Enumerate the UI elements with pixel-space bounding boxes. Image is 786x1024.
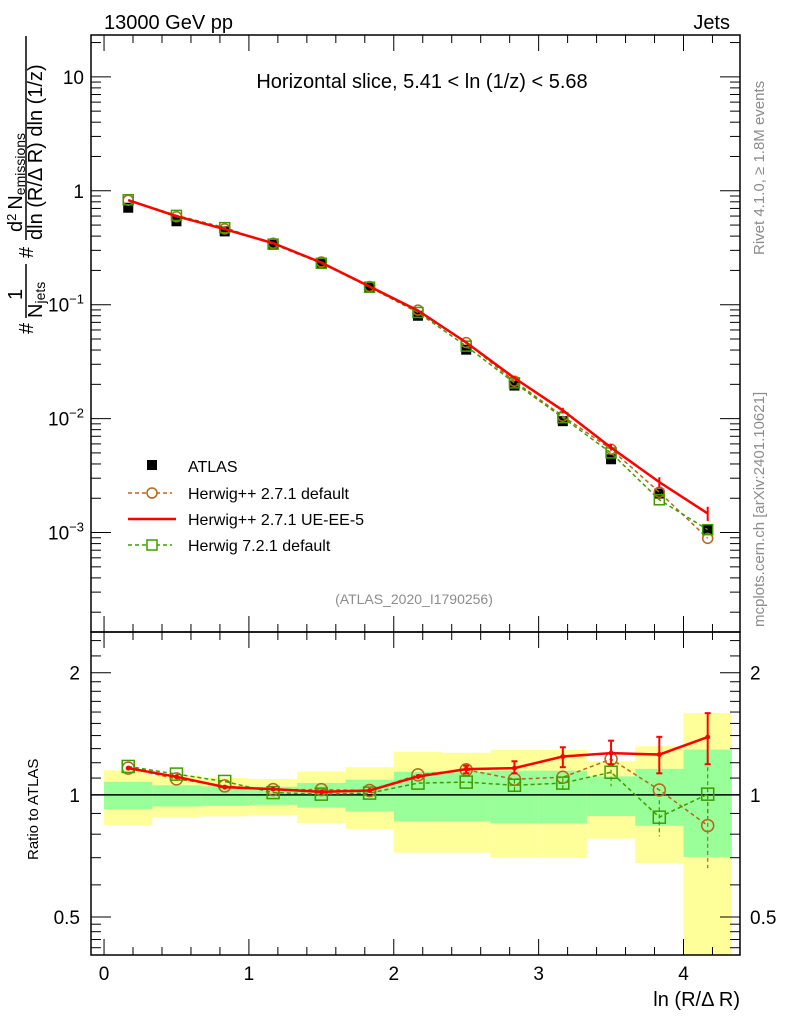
atlas-point: [654, 488, 665, 499]
ylabel-one: 1: [5, 289, 27, 300]
header-right: Jets: [693, 12, 730, 34]
band-stat-bin: [152, 785, 201, 807]
band-stat-bin: [586, 776, 636, 816]
ratio-series: [121, 712, 715, 869]
ratio-herwig7-default-point: [266, 785, 280, 800]
legend-marker-atlas: [147, 460, 157, 470]
y-tick-label: 10−3: [48, 520, 84, 545]
ratio-y-tick-label-right: 2: [750, 664, 761, 685]
ratio-y-tick-label-left: 0.5: [54, 908, 80, 929]
ylabel-njets-sub: jets: [32, 282, 48, 305]
ratio-ueee5-point: [560, 754, 566, 760]
ratio-y-tick-label-right: 1: [750, 786, 761, 807]
ratio-herwig7-default-point: [652, 810, 667, 824]
x-tick-label: 3: [533, 964, 544, 985]
side-text-rivet: Rivet 4.1.0, ≥ 1.8M events: [751, 81, 768, 255]
ylabel-n: N: [5, 195, 27, 209]
ratio-bands: [91, 713, 740, 955]
svg-text:#: #: [16, 246, 38, 258]
ratio-ueee5-point: [222, 784, 228, 790]
ylabel-d2: d: [5, 221, 27, 232]
herwigpp-default-point: [701, 532, 714, 545]
ylabel-njets-n: N: [25, 304, 47, 318]
legend-marker-herwig7-default: [146, 539, 158, 551]
ratio-y-tick-label-left: 2: [69, 664, 80, 685]
band-stat-bin: [200, 786, 249, 806]
ratio-herwig7-default-point: [169, 767, 184, 781]
analysis-id: (ATLAS_2020_I1790256): [335, 591, 493, 607]
y-axis-label-ratio: Ratio to ATLAS: [25, 759, 42, 860]
ratio-ueee5-point: [511, 765, 517, 771]
ratio-herwig7-default-point: [700, 787, 715, 801]
ratio-ueee5-point: [270, 786, 276, 792]
legend-label-herwigpp-default: Herwig++ 2.7.1 default: [188, 486, 350, 503]
legend-label-herwigpp-ueee5: Herwig++ 2.7.1 UE-EE-5: [188, 512, 364, 529]
ratio-herwig7-default-point: [556, 776, 570, 790]
ratio-herwig7-default-point: [604, 765, 618, 779]
ylabel-n-sub: emissions: [12, 133, 28, 195]
x-tick-label: 0: [99, 964, 110, 985]
atlas-point: [268, 239, 279, 250]
svg-text:d2Nemissions: d2 Nemissions: [4, 133, 28, 232]
ratio-ueee5-point: [415, 773, 421, 779]
herwig7-default-point: [701, 523, 714, 536]
ratio-herwigpp-default-point: [700, 818, 715, 833]
ratio-herwig7-default-point: [362, 786, 377, 800]
y-tick-label: 1: [73, 182, 84, 203]
svg-text:dln (R/Δ R) dln (1/z): dln (R/Δ R) dln (1/z): [25, 64, 47, 240]
ylabel-hash: #: [16, 322, 38, 334]
side-text-mcplots: mcplots.cern.ch [arXiv:2401.10621]: [751, 392, 768, 627]
ratio-ueee5-point: [463, 766, 469, 772]
ratio-herwig7-default-point: [314, 787, 329, 801]
ratio-ueee5-point: [608, 750, 614, 756]
ratio-ueee5-point: [656, 752, 662, 758]
ratio-ueee5-point: [125, 765, 131, 771]
ratio-ueee5-point: [318, 789, 324, 795]
ratio-y-tick-label-right: 0.5: [750, 908, 776, 929]
legend-label-herwig7-default: Herwig 7.2.1 default: [188, 538, 331, 555]
ratio-ueee5-point: [173, 774, 179, 780]
y-tick-label: 10−2: [48, 406, 84, 431]
ratio-ueee5-point: [705, 734, 711, 740]
y-tick-label: 10−1: [48, 292, 84, 317]
chart-title: Horizontal slice, 5.41 < ln (1/z) < 5.68: [256, 71, 587, 93]
legend-label-atlas: ATLAS: [188, 459, 238, 476]
herwig7-default-point: [653, 494, 666, 506]
ylabel-denominator: dln (R/Δ R) dln (1/z): [25, 64, 47, 240]
atlas-point: [123, 202, 134, 213]
atlas-point: [219, 226, 230, 237]
legend: ATLAS Herwig++ 2.7.1 default Herwig++ 2.…: [128, 459, 364, 555]
herwig7-default-point: [315, 257, 328, 270]
svg-text:#: #: [16, 322, 38, 334]
main-series: [122, 194, 714, 545]
series-line-3: [127, 199, 709, 531]
x-tick-label: 4: [678, 964, 689, 985]
x-axis-label: ln (R/Δ R): [653, 989, 740, 1011]
x-tick-label: 2: [388, 964, 399, 985]
ratio-y-tick-label-left: 1: [69, 786, 80, 807]
ratio-herwig7-default-point: [121, 759, 135, 774]
herwig7-default-point: [363, 281, 376, 293]
svg-text:Njets: Njets: [25, 282, 48, 318]
ratio-frame: [90, 631, 741, 956]
svg-text:1: 1: [5, 289, 27, 300]
ylabel-d2-sup: 2: [4, 214, 19, 221]
ylabel-hash-2: #: [16, 246, 38, 258]
ratio-herwig7-default-point: [507, 778, 522, 793]
axes: 0 1 2 3 4 10 1 10−1 10−2 10−3 0.5 0.5 1 1 2 2: [48, 34, 776, 985]
band-stat-bin: [442, 771, 491, 822]
atlas-point: [606, 454, 617, 465]
ratio-herwigpp-default-point: [652, 783, 667, 797]
ratio-herwig7-default-point: [459, 775, 473, 789]
band-stat-bin: [393, 771, 443, 822]
y-tick-label: 10: [63, 68, 84, 89]
y-axis-label-main: # 1 Njets # d2 Nemissions dln (R/Δ R) dln…: [4, 36, 48, 334]
legend-marker-herwigpp-default: [146, 487, 158, 499]
header-left: 13000 GeV pp: [104, 12, 233, 34]
atlas-point: [461, 344, 472, 355]
x-tick-label: 1: [244, 964, 255, 985]
ratio-ueee5-point: [367, 788, 373, 794]
herwig7-default-point: [122, 194, 134, 206]
